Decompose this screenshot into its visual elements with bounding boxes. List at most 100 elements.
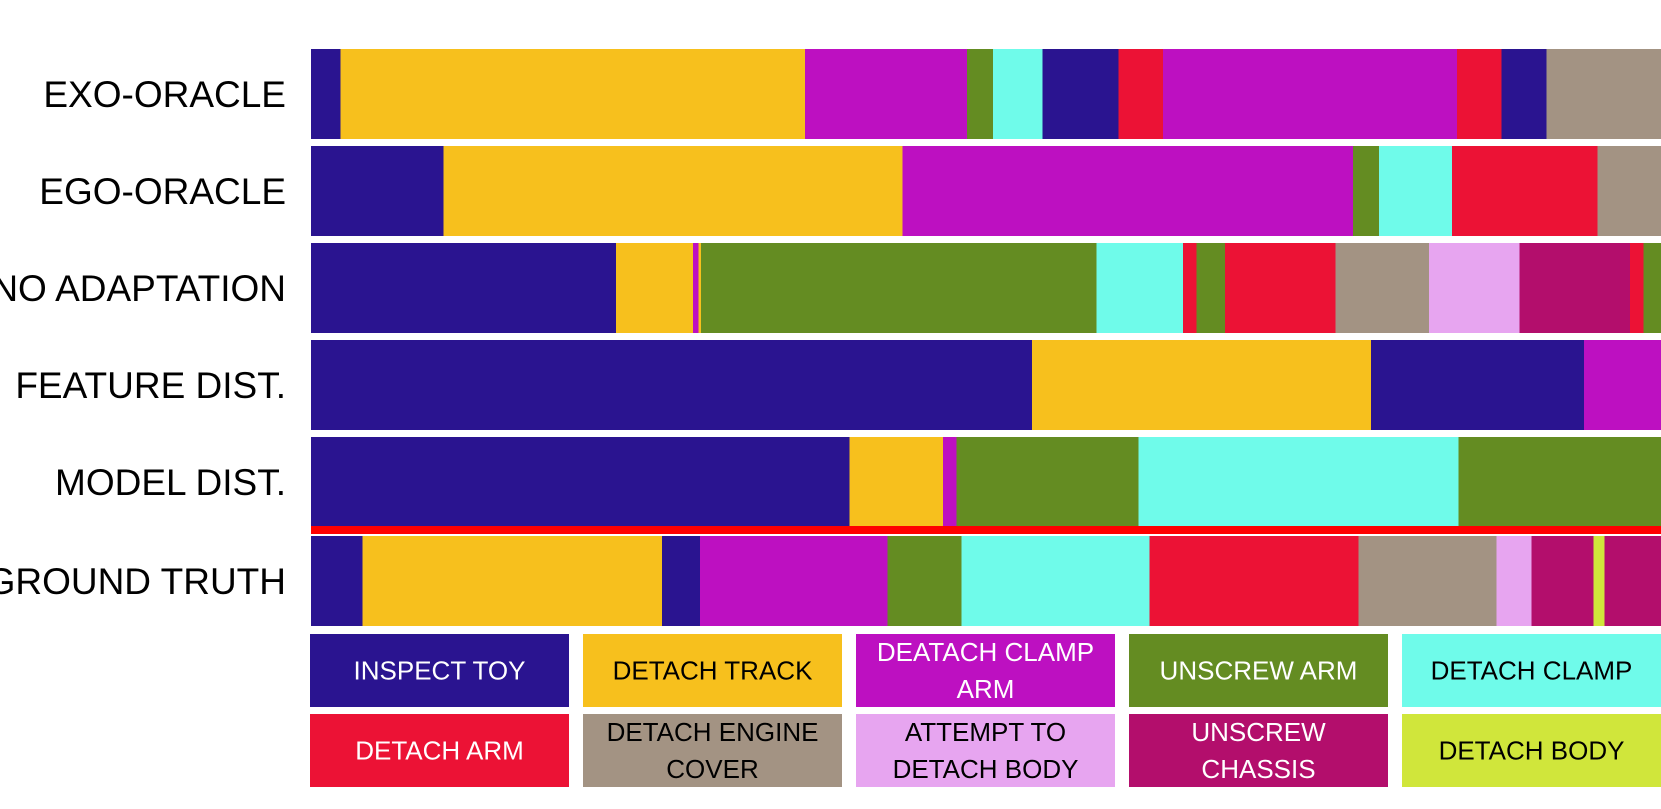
legend-swatch xyxy=(583,714,842,787)
row-model-dist: MODEL DIST. xyxy=(55,437,1661,527)
segment-detach-arm xyxy=(1149,536,1359,626)
segment-attempt-to-detach-body xyxy=(1496,536,1532,626)
legend-label: DETACH CLAMP xyxy=(1431,656,1633,686)
row-feature-dist: FEATURE DIST. xyxy=(15,340,1661,430)
segment-detach-track xyxy=(340,49,806,139)
segment-detach-track xyxy=(443,146,903,236)
segment-detach-track xyxy=(1031,340,1371,430)
legend-swatch xyxy=(583,634,842,707)
segment-detach-track xyxy=(849,437,943,527)
segment-detach-engine-cover xyxy=(1546,49,1661,139)
legend-swatch xyxy=(310,634,569,707)
segment-attempt-to-detach-body xyxy=(1428,243,1520,333)
legend: INSPECT TOY DETACH TRACK DEATACH CLAMP ARM U… xyxy=(310,634,1661,787)
legend-label: DEATACH CLAMP xyxy=(877,637,1094,667)
row-label: FEATURE DIST. xyxy=(15,365,286,406)
legend-item-detach-engine-cover: DETACH ENGINE COVER xyxy=(583,714,842,787)
segment-detach-arm xyxy=(1224,243,1336,333)
row-label: GROUND TRUTH xyxy=(0,561,286,602)
legend-label: DETACH BODY xyxy=(893,754,1079,784)
legend-label: ARM xyxy=(957,674,1015,704)
segment-inspect-toy xyxy=(311,146,444,236)
legend-item-detach-arm: DETACH ARM xyxy=(310,714,569,787)
segment-detach-arm xyxy=(1629,243,1644,333)
legend-swatch xyxy=(856,714,1115,787)
timeline-rows: EXO-ORACLE EGO-ORACLE NO ADAPTATION FEATURE… xyxy=(0,49,1661,626)
segment-unscrew-arm xyxy=(1353,146,1379,236)
row-exo-oracle: EXO-ORACLE xyxy=(43,49,1661,139)
legend-swatch xyxy=(1402,714,1661,787)
segment-detach-arm xyxy=(1451,146,1598,236)
segment-unscrew-arm xyxy=(1643,243,1661,333)
legend-label: DETACH BODY xyxy=(1439,736,1625,766)
segment-detach-arm xyxy=(1118,49,1163,139)
legend-item-inspect-toy: INSPECT TOY xyxy=(310,634,569,707)
legend-item-unscrew-chassis: UNSCREW CHASSIS xyxy=(1129,714,1388,787)
segment-detach-engine-cover xyxy=(1358,536,1497,626)
segment-detach-arm xyxy=(1457,49,1502,139)
legend-swatch xyxy=(1129,714,1388,787)
legend-label: ATTEMPT TO xyxy=(905,717,1066,747)
legend-item-detach-body: DETACH BODY xyxy=(1402,714,1661,787)
legend-label: DETACH ENGINE xyxy=(607,717,819,747)
segment-detach-engine-cover xyxy=(1597,146,1661,236)
segment-unscrew-arm xyxy=(967,49,993,139)
segment-unscrew-chassis xyxy=(1531,536,1594,626)
segment-inspect-toy xyxy=(311,340,1032,430)
legend-label: UNSCREW ARM xyxy=(1160,656,1358,686)
legend-swatch xyxy=(310,714,569,787)
row-ground-truth: GROUND TRUTH xyxy=(0,536,1661,626)
segment-unscrew-arm xyxy=(701,243,1097,333)
row-label: EGO-ORACLE xyxy=(39,171,286,212)
segment-deatach-clamp-arm xyxy=(1584,340,1661,430)
segment-detach-track xyxy=(362,536,662,626)
segment-detach-clamp xyxy=(992,49,1043,139)
segment-unscrew-chassis xyxy=(1604,536,1661,626)
legend-label: CHASSIS xyxy=(1201,754,1315,784)
segment-detach-clamp xyxy=(961,536,1150,626)
segment-unscrew-arm xyxy=(887,536,962,626)
legend-item-unscrew-arm: UNSCREW ARM xyxy=(1129,634,1388,707)
legend-label: DETACH TRACK xyxy=(613,656,813,686)
segment-inspect-toy xyxy=(311,243,617,333)
segment-deatach-clamp-arm xyxy=(942,437,957,527)
legend-swatch xyxy=(1402,634,1661,707)
segment-detach-track xyxy=(616,243,694,333)
legend-label: INSPECT TOY xyxy=(354,656,526,686)
row-label: MODEL DIST. xyxy=(55,462,286,503)
segment-detach-engine-cover xyxy=(1335,243,1429,333)
legend-label: UNSCREW xyxy=(1191,717,1326,747)
segment-detach-body xyxy=(1593,536,1605,626)
row-no-adaptation: NO ADAPTATION xyxy=(0,243,1661,333)
legend-label: COVER xyxy=(666,754,758,784)
row-label: NO ADAPTATION xyxy=(0,268,286,309)
segment-deatach-clamp-arm xyxy=(693,243,699,333)
legend-swatch xyxy=(856,634,1115,707)
segment-unscrew-arm xyxy=(956,437,1139,527)
legend-item-deatach-clamp-arm: DEATACH CLAMP ARM xyxy=(856,634,1115,707)
segment-unscrew-chassis xyxy=(1519,243,1630,333)
ground-truth-separator-line xyxy=(311,526,1661,534)
segment-deatach-clamp-arm xyxy=(902,146,1354,236)
segment-detach-clamp xyxy=(1378,146,1452,236)
segment-detach-clamp xyxy=(1138,437,1459,527)
segment-detach-arm xyxy=(1183,243,1197,333)
row-ego-oracle: EGO-ORACLE xyxy=(39,146,1661,236)
segment-inspect-toy xyxy=(311,49,341,139)
segment-detach-clamp xyxy=(1096,243,1184,333)
segment-inspect-toy xyxy=(1501,49,1547,139)
segment-deatach-clamp-arm xyxy=(805,49,968,139)
segment-deatach-clamp-arm xyxy=(1162,49,1458,139)
legend-item-detach-track: DETACH TRACK xyxy=(583,634,842,707)
legend-item-detach-clamp: DETACH CLAMP xyxy=(1402,634,1661,707)
legend-label: DETACH ARM xyxy=(355,736,524,766)
segment-unscrew-arm xyxy=(1458,437,1661,527)
segment-deatach-clamp-arm xyxy=(699,536,888,626)
segment-inspect-toy xyxy=(1042,49,1119,139)
legend-swatch xyxy=(1129,634,1388,707)
segment-inspect-toy xyxy=(311,536,363,626)
segment-inspect-toy xyxy=(662,536,700,626)
segment-unscrew-arm xyxy=(1196,243,1225,333)
segment-detach-track xyxy=(698,243,702,333)
